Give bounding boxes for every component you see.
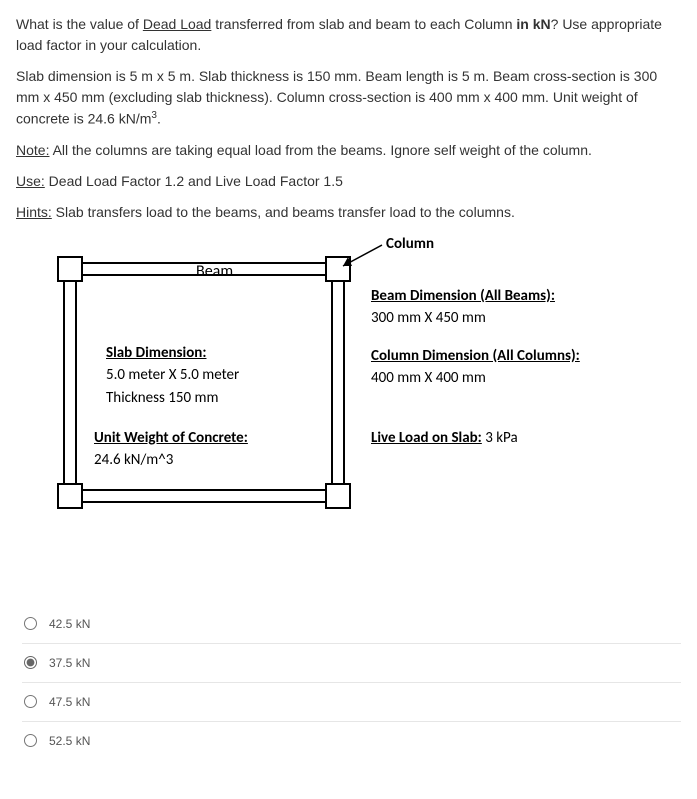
q-p1-deadload: Dead Load <box>143 16 212 32</box>
beam-right <box>332 263 344 502</box>
beamdim-l1: 300 mm X 450 mm <box>371 309 486 327</box>
slab-l2: Thickness 150 mm <box>106 389 218 407</box>
coldim-hd: Column Dimension (All Columns): <box>371 347 580 365</box>
coldim-l1: 400 mm X 400 mm <box>371 369 486 387</box>
q-p1-a: What is the value of <box>16 16 143 32</box>
beam-bottom <box>64 490 344 502</box>
option-label-3: 52.5 kN <box>49 732 90 750</box>
slab-block: Slab Dimension: 5.0 meter X 5.0 meter Th… <box>106 342 239 410</box>
q-p3-txt: All the columns are taking equal load fr… <box>49 142 591 158</box>
option-label-0: 42.5 kN <box>49 615 90 633</box>
option-row[interactable]: 42.5 kN <box>22 605 681 644</box>
beam-label: Beam <box>196 260 233 284</box>
q-p1-b: transferred from slab and beam to each C… <box>211 16 516 32</box>
uw-hd: Unit Weight of Concrete: <box>94 429 248 447</box>
option-radio-3[interactable] <box>24 734 37 747</box>
beamdim-hd: Beam Dimension (All Beams): <box>371 287 555 305</box>
q-p2-tail: . <box>157 111 161 127</box>
option-radio-2[interactable] <box>24 695 37 708</box>
slab-l1: 5.0 meter X 5.0 meter <box>106 366 239 384</box>
q-p4-lbl: Use: <box>16 173 45 189</box>
column-br <box>326 484 350 508</box>
question-p1: What is the value of Dead Load transferr… <box>16 14 681 56</box>
beam-left <box>64 263 76 502</box>
coldim-block: Column Dimension (All Columns): 400 mm X… <box>371 345 580 390</box>
live-block: Live Load on Slab: 3 kPa <box>371 427 518 450</box>
q-p3-lbl: Note: <box>16 142 49 158</box>
question-p3: Note: All the columns are taking equal l… <box>16 140 681 161</box>
column-label: Column <box>386 233 434 256</box>
option-row[interactable]: 52.5 kN <box>22 722 681 760</box>
option-radio-0[interactable] <box>24 617 37 630</box>
beamdim-block: Beam Dimension (All Beams): 300 mm X 450… <box>371 285 555 330</box>
column-bl <box>58 484 82 508</box>
q-p4-txt: Dead Load Factor 1.2 and Live Load Facto… <box>45 173 343 189</box>
question-p2: Slab dimension is 5 m x 5 m. Slab thickn… <box>16 66 681 130</box>
question-p4: Use: Dead Load Factor 1.2 and Live Load … <box>16 171 681 192</box>
slab-hd: Slab Dimension: <box>106 344 206 362</box>
option-label-1: 37.5 kN <box>49 654 90 672</box>
uw-l1: 24.6 kN/m^3 <box>94 451 173 469</box>
column-tl <box>58 257 82 281</box>
option-row[interactable]: 37.5 kN <box>22 644 681 683</box>
figure-area: Beam Slab Dimension: 5.0 meter X 5.0 met… <box>46 245 686 535</box>
option-label-2: 47.5 kN <box>49 693 90 711</box>
live-hd: Live Load on Slab: <box>371 429 482 447</box>
options-list: 42.5 kN 37.5 kN 47.5 kN 52.5 kN <box>22 605 681 760</box>
live-val: 3 kPa <box>482 429 518 447</box>
q-p5-lbl: Hints: <box>16 204 52 220</box>
q-p2-a: Slab dimension is 5 m x 5 m. Slab thickn… <box>16 68 657 127</box>
q-p1-bold: in kN <box>516 16 550 32</box>
option-radio-1[interactable] <box>24 656 37 669</box>
uw-block: Unit Weight of Concrete: 24.6 kN/m^3 <box>94 427 248 472</box>
question-p5: Hints: Slab transfers load to the beams,… <box>16 202 681 223</box>
question-text: What is the value of Dead Load transferr… <box>16 14 681 223</box>
q-p5-txt: Slab transfers load to the beams, and be… <box>52 204 515 220</box>
option-row[interactable]: 47.5 kN <box>22 683 681 722</box>
